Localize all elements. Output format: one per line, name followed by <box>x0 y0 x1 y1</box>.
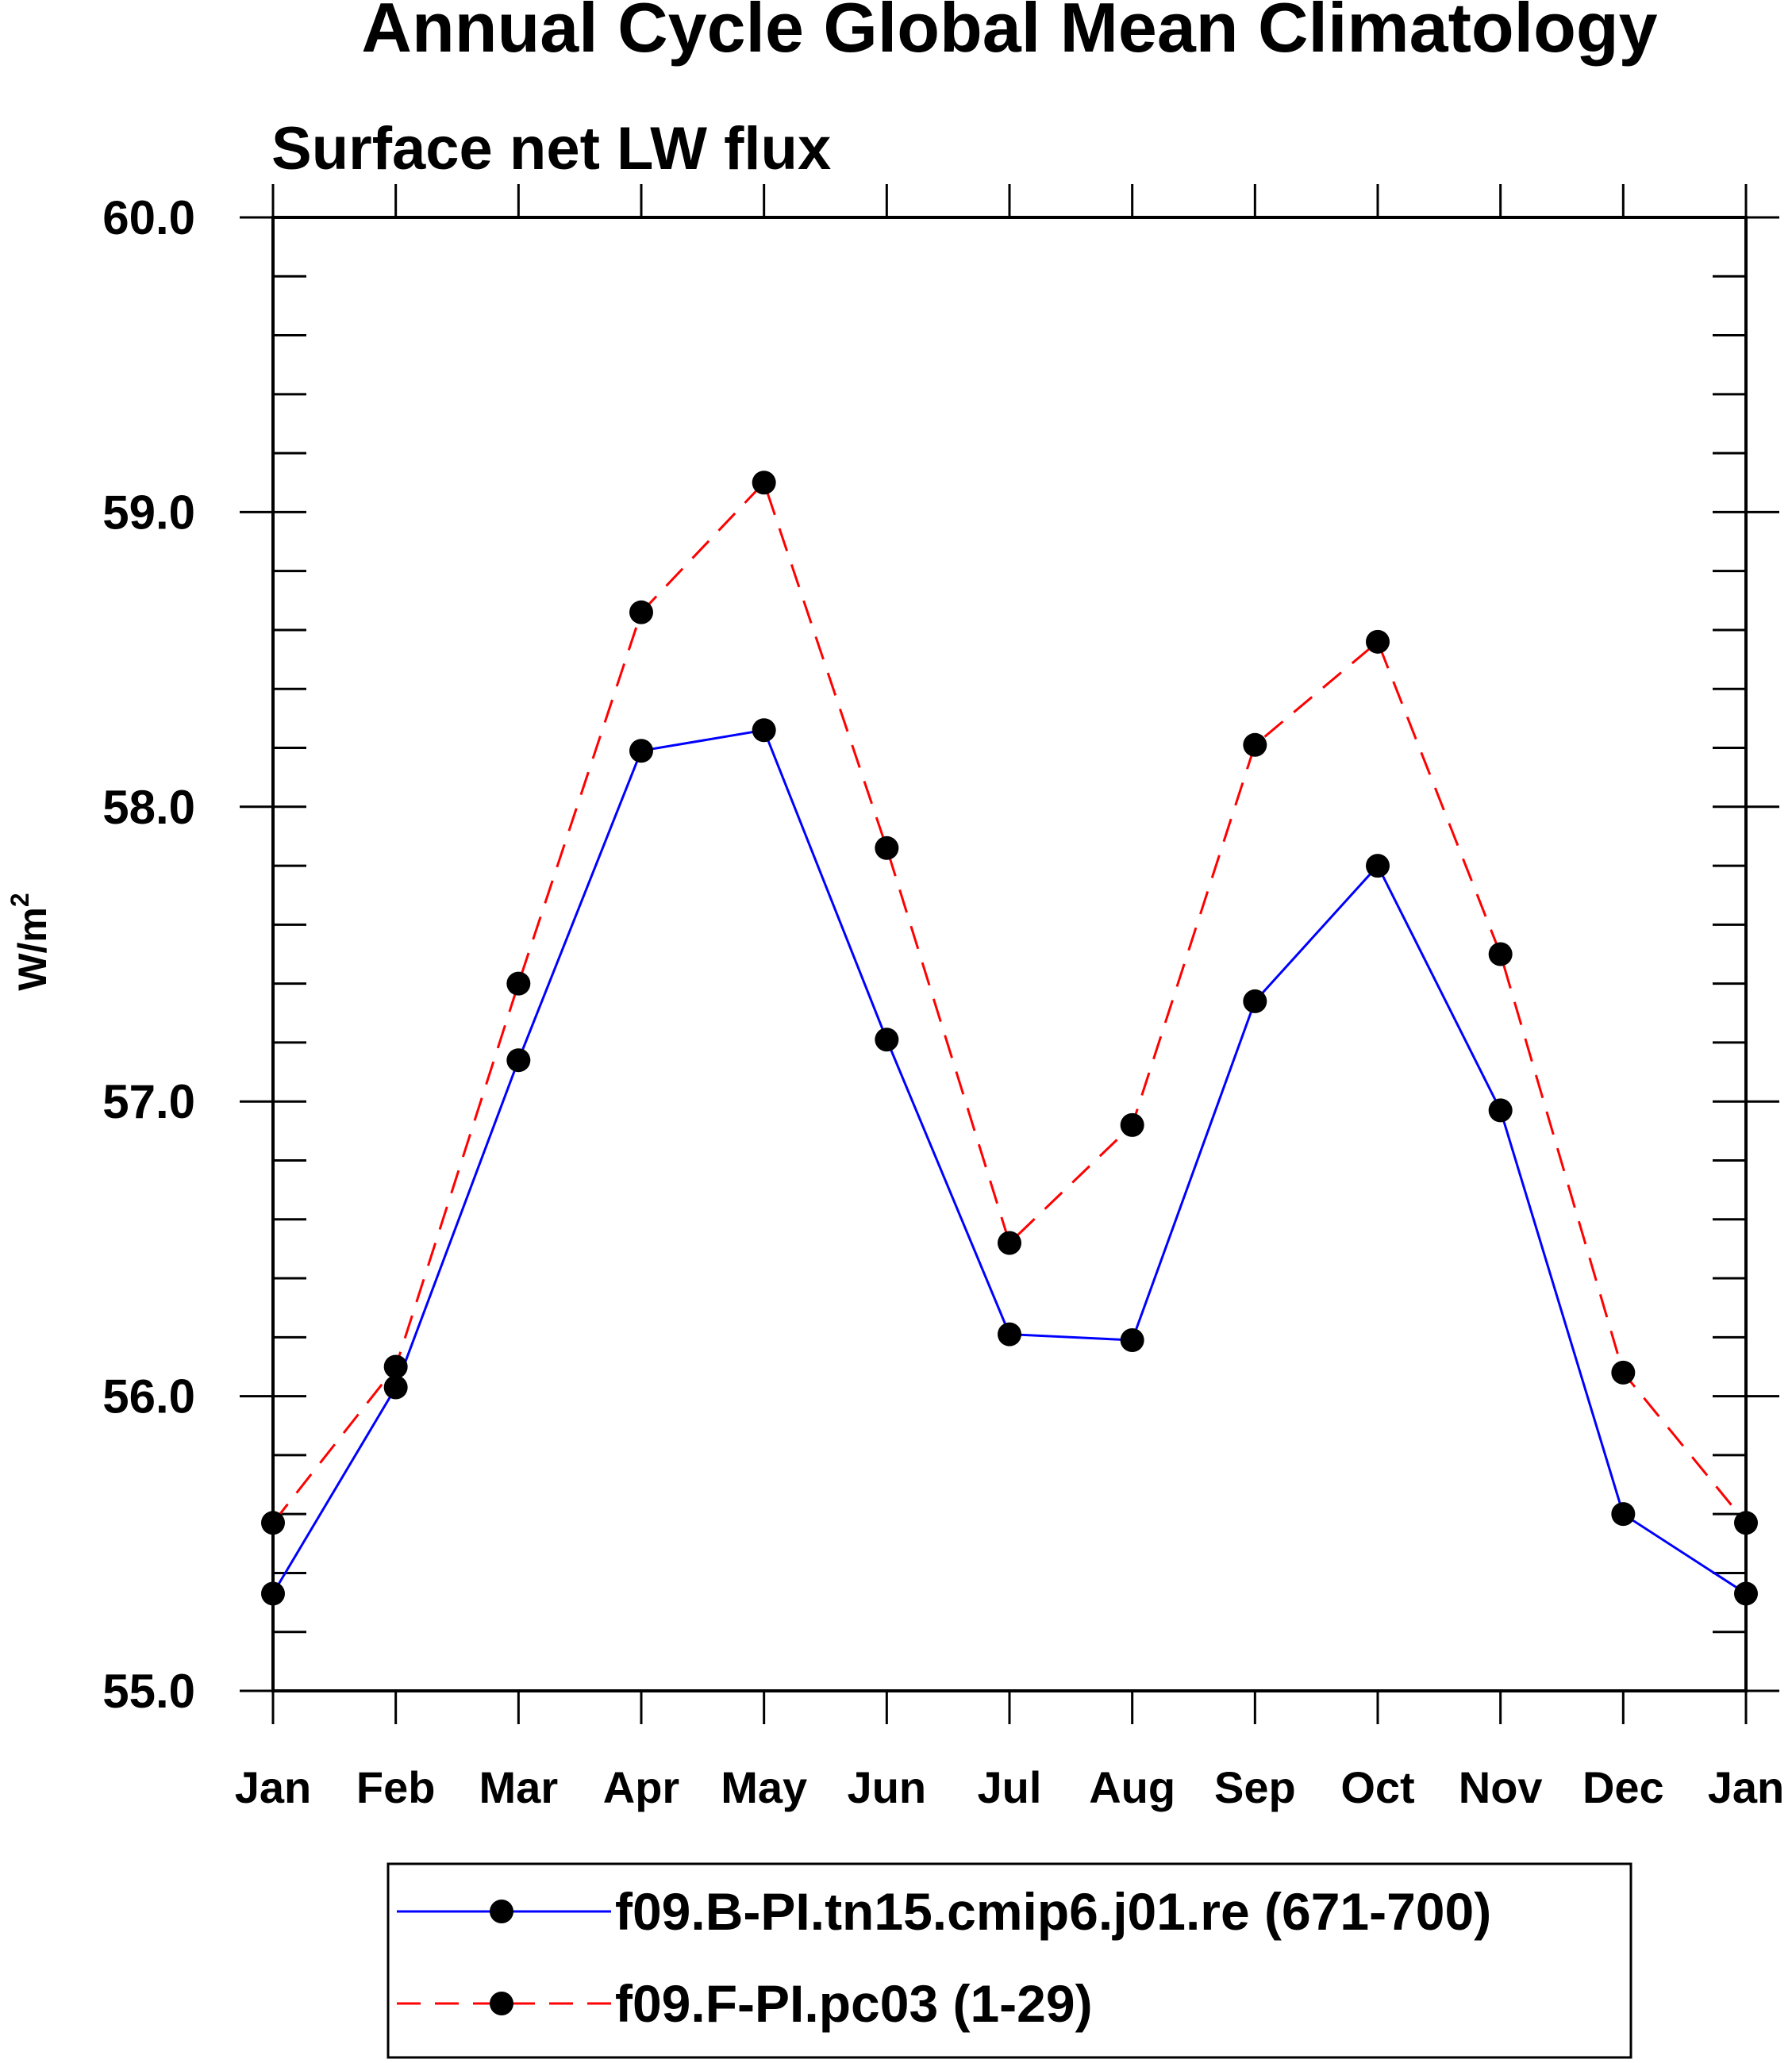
y-tick-labels: 55.0 56.0 57.0 58.0 59.0 60.0 <box>102 191 195 1718</box>
legend-box <box>386 1862 1632 2059</box>
legend: f09.B-PI.tn15.cmip6.j01.re (671-700) f09.… <box>386 1862 1632 2059</box>
data-point <box>752 718 776 743</box>
data-point <box>383 1375 408 1400</box>
data-point <box>1488 1098 1513 1123</box>
y-tick-label: 57.0 <box>102 1075 195 1128</box>
x-tick-label: Jun <box>848 1762 927 1812</box>
legend-marker <box>490 1992 513 2015</box>
data-point <box>998 1322 1021 1347</box>
data-point <box>1366 629 1390 654</box>
x-tick-label: Jul <box>978 1762 1042 1812</box>
data-point <box>752 471 776 495</box>
y-axis-label-superscript: 2 <box>6 893 34 907</box>
x-tick-label: Nov <box>1459 1762 1543 1812</box>
chart-title: Annual Cycle Global Mean Climatology <box>361 0 1657 67</box>
x-tick-label: Sep <box>1214 1762 1296 1812</box>
y-axis-label-base: W/m <box>10 907 55 991</box>
y-tick-label: 56.0 <box>102 1370 195 1423</box>
data-point <box>875 836 899 860</box>
data-series <box>261 471 1758 1606</box>
x-tick-labels: Jan Feb Mar Apr May Jun Jul Aug Sep Oct Nov Dec Jan <box>235 1762 1785 1812</box>
legend-label: f09.B-PI.tn15.cmip6.j01.re (671-700) <box>615 1882 1491 1941</box>
chart-subtitle: Surface net LW flux <box>271 115 831 182</box>
series-1 <box>261 718 1758 1606</box>
axis-ticks <box>240 184 1779 1724</box>
data-point <box>875 1028 899 1052</box>
x-tick-label: Oct <box>1340 1762 1414 1812</box>
x-tick-label: Dec <box>1582 1762 1664 1812</box>
data-point <box>506 1048 531 1073</box>
y-tick-label: 58.0 <box>102 781 195 834</box>
data-point <box>998 1231 1021 1255</box>
series-line <box>271 728 1747 1595</box>
data-point <box>1366 854 1390 878</box>
y-axis-label: W/m2 <box>6 893 55 990</box>
x-tick-label: May <box>721 1762 807 1812</box>
x-tick-label: Jan <box>1708 1762 1785 1812</box>
x-tick-label: Jan <box>235 1762 312 1812</box>
x-tick-label: Mar <box>479 1762 559 1812</box>
x-tick-label: Feb <box>356 1762 436 1812</box>
data-point <box>1120 1112 1144 1137</box>
series-line <box>271 480 1748 1524</box>
series-2 <box>261 471 1758 1535</box>
y-tick-label: 55.0 <box>102 1665 195 1718</box>
data-point <box>629 600 653 624</box>
data-point <box>1243 732 1267 757</box>
data-point <box>1120 1328 1144 1353</box>
data-point <box>629 739 653 763</box>
data-point <box>383 1354 408 1379</box>
y-tick-label: 60.0 <box>102 191 195 244</box>
data-point <box>1488 942 1513 966</box>
legend-marker <box>490 1900 513 1923</box>
data-point <box>506 971 531 996</box>
plot-frame <box>271 216 1748 1692</box>
x-tick-label: Apr <box>603 1762 679 1812</box>
y-tick-label: 59.0 <box>102 486 195 539</box>
x-tick-label: Aug <box>1089 1762 1175 1812</box>
data-point <box>1611 1360 1636 1385</box>
legend-label: f09.F-PI.pc03 (1-29) <box>615 1974 1093 2033</box>
data-point <box>1611 1502 1636 1527</box>
data-point <box>1243 989 1267 1013</box>
